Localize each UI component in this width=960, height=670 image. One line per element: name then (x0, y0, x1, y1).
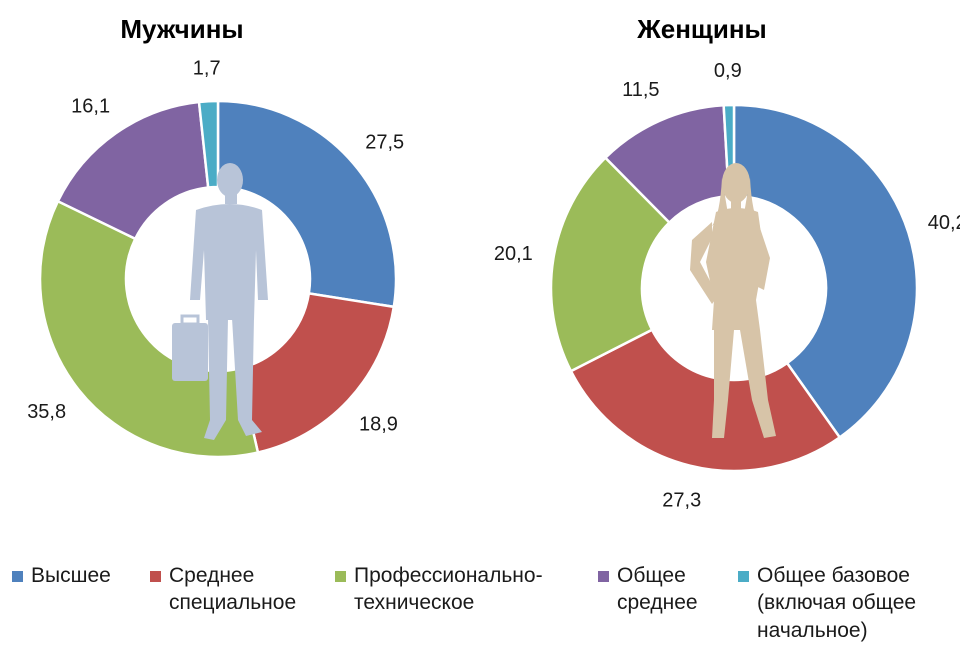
legend-label-general-secondary: Общее среднее (617, 564, 698, 615)
slices-men (38, 99, 398, 459)
legend-label-higher: Высшее (31, 564, 111, 587)
data-label-men-basic: 1,7 (193, 57, 221, 79)
data-label-women-higher: 40,2 (928, 212, 960, 234)
data-label-men-general-secondary: 16,1 (71, 96, 110, 118)
slice-women-higher (732, 103, 919, 440)
chart-men: Мужчины 27,5 18,9 35,8 16,1 1,7 (27, 14, 404, 459)
legend-item-basic: Общее базовое (включая общее начальное) (738, 562, 916, 644)
legend-item-secondary-special: Среднее специальное (150, 562, 296, 617)
legend: Высшее Среднее специальное Профессиональ… (0, 562, 960, 662)
data-label-men-higher: 27,5 (365, 131, 404, 153)
data-label-men-secondary-special: 18,9 (359, 414, 398, 436)
data-label-women-vocational: 20,1 (494, 243, 533, 265)
legend-swatch-general-secondary (598, 571, 609, 582)
charts-area: Мужчины 27,5 18,9 35,8 16,1 1,7 Женщины (27, 14, 960, 512)
data-labels-men: 27,5 18,9 35,8 16,1 1,7 (27, 57, 404, 435)
data-label-women-basic: 0,9 (714, 60, 742, 82)
slice-men-secondary-special (237, 291, 396, 454)
legend-item-general-secondary: Общее среднее (598, 562, 698, 617)
slice-men-higher (216, 99, 398, 309)
slice-women-vocational (549, 156, 672, 373)
chart-women: Женщины 40,2 27,3 20,1 11,5 0,9 (494, 14, 960, 512)
legend-swatch-vocational (335, 571, 346, 582)
data-label-men-vocational: 35,8 (27, 401, 66, 423)
legend-swatch-secondary-special (150, 571, 161, 582)
slice-men-general-secondary (56, 100, 210, 241)
chart-title-men: Мужчины (120, 14, 243, 44)
chart-title-women: Женщины (636, 14, 767, 44)
legend-item-vocational: Профессионально- техническое (335, 562, 543, 617)
slice-men-basic (197, 99, 220, 189)
legend-item-higher: Высшее (12, 562, 111, 589)
legend-swatch-basic (738, 571, 749, 582)
legend-label-vocational: Профессионально- техническое (354, 564, 543, 615)
woman-silhouette-icon (690, 163, 776, 438)
legend-label-basic: Общее базовое (включая общее начальное) (757, 564, 917, 642)
legend-label-secondary-special: Среднее специальное (169, 564, 297, 615)
data-labels-women: 40,2 27,3 20,1 11,5 0,9 (494, 60, 960, 512)
man-silhouette-icon (172, 163, 268, 440)
data-label-women-general-secondary: 11,5 (622, 79, 659, 101)
data-label-women-secondary-special: 27,3 (662, 490, 701, 512)
slice-men-vocational (38, 199, 260, 459)
legend-swatch-higher (12, 571, 23, 582)
